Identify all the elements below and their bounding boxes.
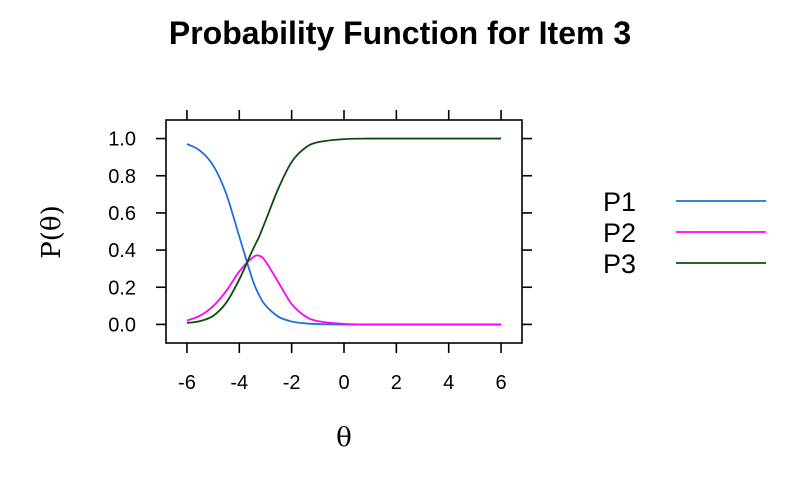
y-tick-label: 1.0 (108, 129, 136, 151)
y-tick-label: 0.4 (108, 240, 136, 262)
y-axis: 0.0 0.2 0.4 0.6 0.8 1.0 (108, 129, 532, 336)
x-axis: -6 -4 -2 0 2 4 6 (178, 110, 507, 394)
series-line-p3 (186, 137, 502, 324)
y-tick-label: 0.6 (108, 203, 136, 225)
series-line-p2 (186, 254, 502, 326)
x-tick-label: 4 (443, 372, 454, 394)
chart-title: Probability Function for Item 3 (169, 15, 631, 51)
x-tick-label: -6 (178, 372, 196, 394)
x-tick-label: 0 (338, 372, 349, 394)
y-tick-label: 0.8 (108, 166, 136, 188)
y-axis-label: P(θ) (37, 205, 67, 258)
y-tick-label: 0.0 (108, 314, 136, 336)
x-axis-label: θ (336, 423, 352, 453)
x-tick-label: 2 (391, 372, 402, 394)
legend-label-p1: P1 (603, 187, 636, 217)
legend-label-p3: P3 (603, 249, 636, 279)
x-tick-label: -2 (283, 372, 301, 394)
x-tick-label: -4 (230, 372, 248, 394)
plot-area (186, 137, 502, 326)
legend-label-p2: P2 (603, 218, 636, 248)
x-tick-label: 6 (495, 372, 506, 394)
y-tick-label: 0.2 (108, 277, 136, 299)
series-line-p1 (186, 143, 502, 326)
